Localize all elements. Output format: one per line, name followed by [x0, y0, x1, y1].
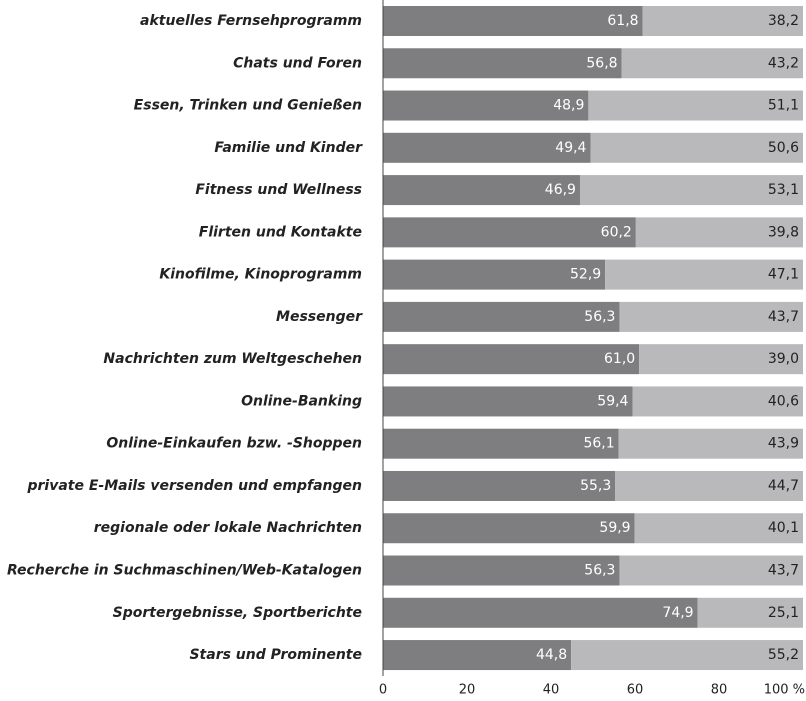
value-label: 46,9 — [545, 182, 576, 198]
value-label: 43,9 — [768, 436, 799, 452]
value-label: 40,6 — [768, 393, 799, 409]
category-label: Sportergebnisse, Sportberichte — [113, 605, 362, 621]
bar-segment — [383, 513, 635, 544]
bar-segment — [579, 175, 803, 206]
value-label: 47,1 — [768, 267, 799, 283]
category-label: Chats und Foren — [233, 55, 362, 71]
category-label: Essen, Trinken und Genießen — [134, 98, 362, 114]
category-label: Flirten und Kontakte — [199, 224, 362, 240]
x-tick-label: 80 — [711, 683, 728, 698]
bar-segment — [383, 386, 633, 417]
category-label: aktuelles Fernsehprogramm — [140, 13, 362, 29]
bar-segment — [383, 175, 580, 206]
bar-segment — [383, 428, 619, 459]
value-label: 40,1 — [768, 520, 799, 536]
category-label: Kinofilme, Kinoprogramm — [159, 267, 362, 283]
bar-segment — [632, 386, 803, 417]
bar-segment — [697, 597, 803, 628]
bar-segment — [383, 344, 640, 375]
value-label: 55,3 — [580, 478, 611, 494]
value-label: 39,0 — [768, 351, 799, 367]
bar-segment — [383, 259, 606, 290]
bar-segment — [605, 259, 803, 290]
bar-segment — [619, 301, 803, 332]
bar-segment — [383, 470, 616, 501]
bar-segment — [642, 6, 803, 36]
value-label: 25,1 — [768, 605, 799, 621]
value-label: 53,1 — [768, 182, 799, 198]
value-label: 49,4 — [555, 140, 586, 156]
category-label: Fitness und Wellness — [195, 182, 362, 198]
value-label: 61,8 — [607, 13, 638, 29]
bar-segment — [383, 301, 620, 332]
value-label: 43,2 — [768, 55, 799, 71]
value-label: 56,3 — [584, 309, 615, 325]
value-label: 60,2 — [601, 224, 632, 240]
bar-segment — [383, 132, 591, 163]
value-label: 39,8 — [768, 224, 799, 240]
x-tick-label: 40 — [543, 683, 560, 698]
value-label: 43,7 — [768, 563, 799, 579]
bar-segment — [639, 344, 803, 375]
value-label: 74,9 — [662, 605, 693, 621]
value-label: 38,2 — [768, 13, 799, 29]
category-label: Messenger — [276, 309, 363, 325]
bar-segment — [383, 597, 698, 628]
bar-segment — [621, 48, 803, 79]
value-label: 43,7 — [768, 309, 799, 325]
bar-segment — [383, 217, 636, 248]
value-label: 44,8 — [536, 647, 567, 663]
value-label: 56,8 — [586, 55, 617, 71]
value-label: 48,9 — [553, 98, 584, 114]
value-label: 44,7 — [768, 478, 799, 494]
bar-segment — [634, 513, 803, 544]
value-label: 51,1 — [768, 98, 799, 114]
x-tick-label: 20 — [459, 683, 476, 698]
bar-segment — [383, 90, 589, 121]
category-label: Nachrichten zum Weltgeschehen — [103, 351, 362, 367]
value-label: 59,9 — [599, 520, 630, 536]
bar-segment — [383, 6, 643, 36]
bar-segment — [619, 555, 803, 586]
category-label: Recherche in Suchmaschinen/Web-Katalogen — [7, 563, 362, 579]
value-label: 59,4 — [597, 393, 628, 409]
bar-segment — [590, 132, 803, 163]
value-label: 56,1 — [583, 436, 614, 452]
category-label: regionale oder lokale Nachrichten — [94, 520, 362, 536]
value-label: 50,6 — [768, 140, 799, 156]
category-label: Familie und Kinder — [214, 140, 363, 156]
category-label: private E-Mails versenden und empfangen — [26, 478, 362, 494]
x-tick-label: 100 % — [764, 683, 805, 698]
x-tick-label: 60 — [627, 683, 644, 698]
value-label: 55,2 — [768, 647, 799, 663]
bar-segment — [571, 640, 803, 671]
bar-segment — [383, 555, 620, 586]
value-label: 61,0 — [604, 351, 635, 367]
bar-segment — [615, 470, 803, 501]
bar-segment — [635, 217, 803, 248]
bar-segment — [588, 90, 803, 121]
bar-segment — [618, 428, 803, 459]
category-label: Online-Einkaufen bzw. -Shoppen — [106, 436, 362, 452]
bar-segment — [383, 640, 572, 671]
category-label: Online-Banking — [241, 393, 362, 409]
x-tick-label: 0 — [379, 683, 387, 698]
category-label: Stars und Prominente — [189, 647, 362, 663]
bar-segment — [383, 48, 622, 79]
value-label: 56,3 — [584, 563, 615, 579]
value-label: 52,9 — [570, 267, 601, 283]
